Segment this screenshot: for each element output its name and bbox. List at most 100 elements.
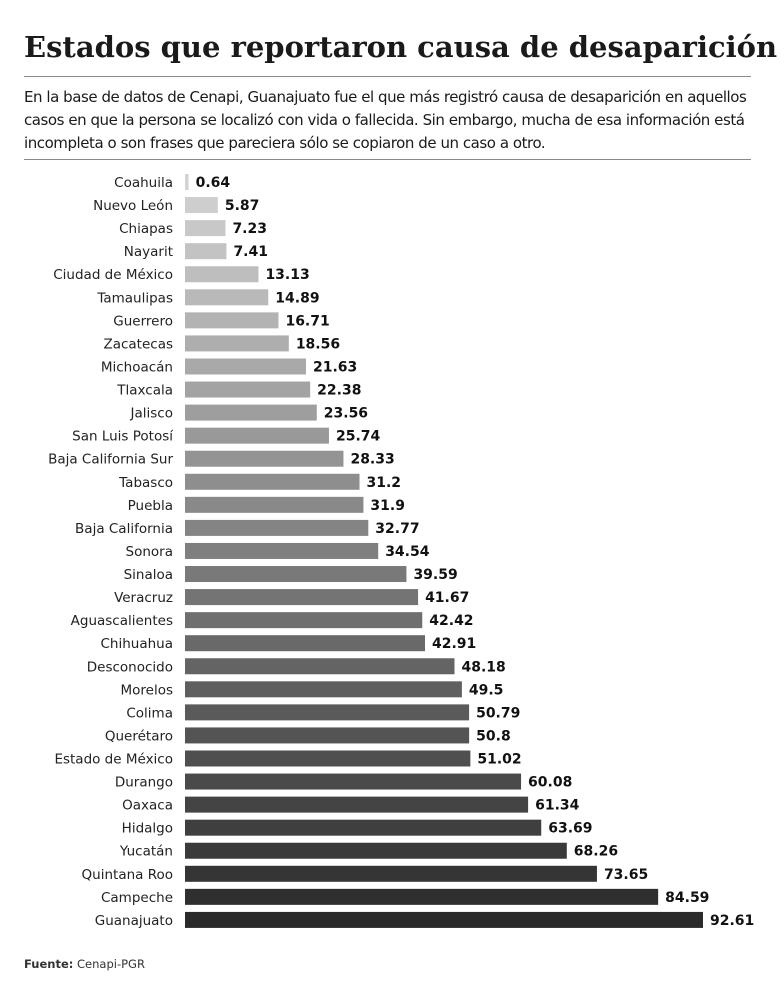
subtitle-divider [24,159,751,160]
category-label: Puebla [128,498,173,514]
category-label: Tamaulipas [96,290,173,306]
value-label: 18.56 [296,336,340,352]
value-label: 39.59 [413,567,457,583]
value-label: 60.08 [528,775,572,791]
value-label: 7.23 [232,221,267,237]
bar [185,635,426,652]
bar [185,911,703,928]
bar [185,542,379,559]
category-label: Guanajuato [95,913,173,929]
category-label: Colima [126,705,173,721]
value-label: 13.13 [265,267,309,283]
category-label: Jalisco [130,406,173,422]
value-label: 92.61 [710,913,754,929]
bar [185,566,407,583]
category-label: Nuevo León [93,198,173,214]
category-label: Chiapas [119,221,173,237]
bar [185,450,344,467]
value-label: 84.59 [665,890,709,906]
value-label: 16.71 [285,313,329,329]
value-label: 41.67 [425,590,469,606]
category-label: Veracruz [114,590,173,606]
value-label: 25.74 [336,429,381,445]
bar [185,473,360,490]
category-label: Desconocido [87,659,173,675]
bar [185,266,259,283]
category-label: Chihuahua [100,636,173,652]
category-label: Tabasco [118,475,173,491]
value-label: 50.79 [476,705,520,721]
value-label: 42.42 [429,613,473,629]
category-label: Aguascalientes [71,613,173,629]
bar [185,427,329,444]
value-label: 23.56 [324,406,368,422]
value-label: 31.9 [370,498,405,514]
value-label: 50.8 [476,728,511,744]
category-label: Guerrero [113,313,173,329]
bar [185,404,317,421]
category-label: Estado de México [54,752,173,768]
category-label: Hidalgo [122,821,173,837]
category-label: Baja California Sur [48,452,173,468]
bar [185,220,226,237]
value-label: 61.34 [535,798,580,814]
bar [185,612,423,629]
value-label: 7.41 [233,244,268,260]
bar [185,865,597,882]
bar [185,243,227,260]
value-label: 14.89 [275,290,319,306]
value-label: 42.91 [432,636,476,652]
category-label: Querétaro [105,728,173,744]
source-label: Fuente: [24,957,74,971]
bar [185,658,455,675]
bar-chart: Coahuila 0.64 Nuevo León 5.87 Chiapas 7.23 Nay… [48,174,754,929]
bar [185,174,189,190]
value-label: 73.65 [604,867,648,883]
bar [185,796,529,813]
value-label: 48.18 [461,659,505,675]
source-note: Fuente: Cenapi-PGR [24,957,145,971]
category-label: Ciudad de México [53,267,173,283]
category-label: Sonora [126,544,173,560]
bar [185,842,567,859]
category-label: Campeche [101,890,173,906]
bar [185,496,364,513]
category-label: Tlaxcala [116,383,173,399]
bar [185,773,522,790]
bar [185,519,369,536]
bar [185,888,659,905]
value-label: 68.26 [574,844,618,860]
value-label: 31.2 [367,475,402,491]
bar [185,289,269,306]
category-label: Zacatecas [103,336,173,352]
chart-title: Estados que reportaron causa de desapari… [24,30,778,64]
category-label: San Luis Potosí [72,429,174,445]
value-label: 21.63 [313,359,357,375]
chart-subtitle: En la base de datos de Cenapi, Guanajuat… [24,88,747,152]
bar [185,335,289,352]
value-label: 0.64 [196,175,231,191]
title-divider [24,76,751,77]
bar [185,197,218,214]
bar [185,819,542,836]
bar [185,704,470,721]
category-label: Morelos [120,682,173,698]
value-label: 32.77 [375,521,419,537]
category-label: Coahuila [114,175,173,191]
bar [185,681,462,698]
bar [185,750,471,767]
value-label: 63.69 [548,821,592,837]
category-label: Baja California [75,521,173,537]
category-label: Michoacán [101,359,173,375]
bar [185,589,419,606]
category-label: Quintana Roo [82,867,173,883]
bar [185,358,306,375]
source-text: Cenapi-PGR [77,957,145,971]
category-label: Oaxaca [122,798,173,814]
category-label: Sinaloa [124,567,173,583]
bar [185,727,470,744]
value-label: 49.5 [469,682,504,698]
value-label: 34.54 [385,544,430,560]
value-label: 22.38 [317,383,361,399]
bar [185,381,311,398]
